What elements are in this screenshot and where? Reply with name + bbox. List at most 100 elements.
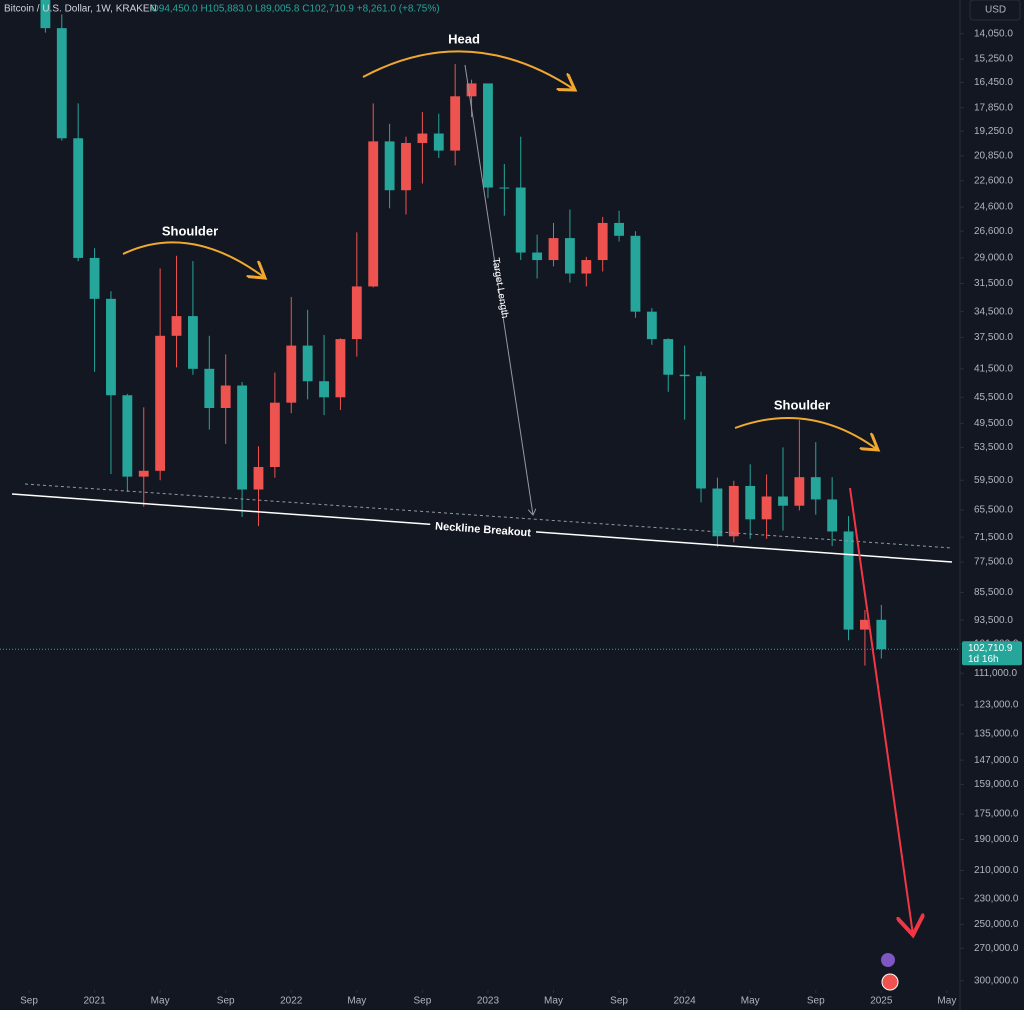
y-tick-label: 15,250.0 (974, 54, 1013, 65)
x-tick-label: 2024 (674, 996, 697, 1007)
candle-body (483, 83, 493, 188)
candle-body (286, 345, 297, 403)
y-tick-label: 20,850.0 (974, 150, 1013, 161)
currency[interactable]: USD (985, 5, 1006, 16)
x-tick-label: Sep (413, 996, 431, 1007)
x-tick-label: Sep (807, 996, 825, 1007)
y-tick-label: 24,600.0 (974, 202, 1013, 213)
candle-body (433, 133, 444, 151)
y-tick-label: 17,850.0 (974, 102, 1013, 113)
candle-body (679, 374, 690, 377)
y-tick-label: 29,000.0 (974, 253, 1013, 264)
candle-body (810, 477, 821, 500)
candle-body (237, 385, 248, 490)
plot-area (40, 0, 887, 666)
candle-body (597, 222, 608, 261)
projection-arrow (849, 487, 913, 935)
candle-body (269, 402, 280, 468)
x-tick-label: 2025 (870, 996, 893, 1007)
y-tick-label: 19,250.0 (974, 126, 1013, 137)
candle-body (794, 477, 805, 506)
label-bg (429, 518, 537, 542)
y-tick-label: 85,500.0 (974, 587, 1013, 598)
x-tick-label: 2021 (83, 996, 106, 1007)
candle-body (614, 222, 624, 236)
candle-body (302, 345, 313, 382)
candle-body (204, 368, 215, 408)
candle-body (220, 385, 231, 408)
candle-body (548, 238, 559, 261)
y-tick-label: 59,500.0 (974, 475, 1013, 486)
candle-body (761, 496, 772, 520)
candle-body (696, 376, 706, 489)
ohlc-legend: O94,450.0 H105,883.0 L89,005.8 C102,710.… (151, 4, 440, 15)
last-price-box (962, 641, 1022, 666)
candle-body (663, 339, 674, 375)
candle-body (876, 619, 887, 650)
annotation: Head (448, 31, 480, 46)
y-tick-label: 71,500.0 (974, 532, 1013, 543)
candle-body (778, 496, 788, 506)
candle-body (89, 257, 100, 299)
candle-body (417, 133, 428, 143)
y-tick-label: 37,500.0 (974, 332, 1013, 343)
x-tick-label: May (741, 996, 760, 1007)
candle-body (515, 187, 526, 253)
candle-body (40, 0, 51, 29)
currency-button[interactable] (969, 0, 1021, 21)
candle-body (712, 488, 723, 537)
y-tick-label: 159,000.0 (974, 779, 1019, 790)
y-tick-label: 22,600.0 (974, 175, 1013, 186)
y-tick-label: 31,500.0 (974, 278, 1013, 289)
candle-body (728, 485, 739, 537)
candle-body (138, 470, 149, 477)
candle-body (564, 238, 575, 274)
y-tick-label: 270,000.0 (974, 943, 1019, 954)
candle-body (351, 286, 362, 340)
x-tick-label: Sep (217, 996, 235, 1007)
candle-body (253, 467, 264, 490)
y-tick-label: 26,600.0 (974, 226, 1013, 237)
candle-body (860, 619, 870, 630)
icon (881, 953, 895, 967)
x-tick-label: 2023 (477, 996, 500, 1007)
last-price-label: 102,710.9 (968, 643, 1013, 654)
x-tick-label: May (937, 996, 956, 1007)
x-tick-label: May (347, 996, 366, 1007)
y-tick-label: 300,000.0 (974, 975, 1019, 986)
symbol-title: Bitcoin / U.S. Dollar, 1W, KRAKEN (4, 4, 157, 15)
y-tick-label: 175,000.0 (974, 809, 1019, 820)
candle-body (827, 499, 838, 532)
candle-body (581, 260, 592, 274)
y-tick-label: 16,450.0 (974, 77, 1013, 88)
y-tick-label: 65,500.0 (974, 505, 1013, 516)
shoulder-arc (122, 241, 265, 278)
candle-body (106, 298, 116, 396)
candle-body (155, 335, 166, 471)
candle-body (466, 83, 477, 97)
candle-body (73, 138, 84, 258)
x-tick-label: 2022 (280, 996, 303, 1007)
candle-body (171, 316, 182, 336)
candle-body (646, 311, 657, 340)
target-arrow (464, 64, 533, 515)
y-tick-label: 14,050.0 (974, 28, 1013, 39)
y-tick-label: 34,500.0 (974, 306, 1013, 317)
y-tick-label: 111,000.0 (974, 668, 1017, 679)
candle-body (630, 235, 641, 312)
dotted-trendline (24, 483, 953, 549)
y-tick-label: 147,000.0 (974, 755, 1019, 766)
y-tick-label: 250,000.0 (974, 919, 1019, 930)
y-tick-label: 49,500.0 (974, 418, 1013, 429)
y-tick-label: 210,000.0 (974, 865, 1019, 876)
y-tick-label: 45,500.0 (974, 392, 1013, 403)
head-arc (362, 50, 575, 90)
y-tick-label: 41,500.0 (974, 363, 1013, 374)
candle-body (188, 316, 198, 369)
x-tick-label: May (544, 996, 563, 1007)
icon (881, 973, 899, 991)
candle-body (319, 381, 329, 398)
y-tick-label: 123,000.0 (974, 700, 1019, 711)
